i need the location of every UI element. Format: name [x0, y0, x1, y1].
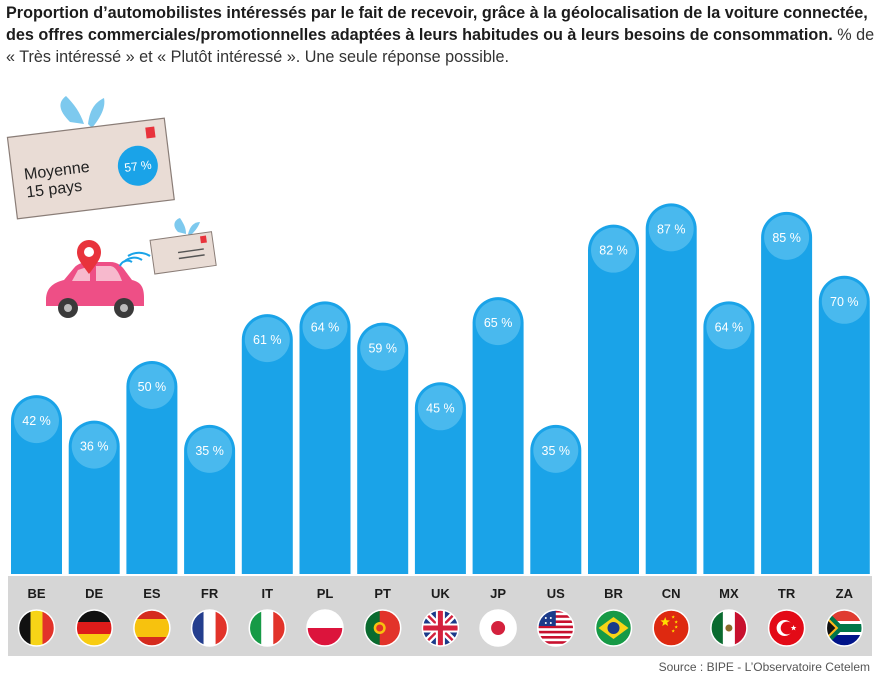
bar-label-BE: 42 % [22, 414, 51, 428]
bar-bubble-PT [360, 325, 406, 371]
bar-label-DE: 36 % [80, 440, 109, 454]
bar-bubble-IT [244, 317, 290, 363]
category-label-IT: IT [262, 586, 274, 601]
brazil-flag [594, 609, 633, 647]
bar-BR [588, 224, 639, 575]
bar-ZA [818, 275, 870, 574]
bar-IT [241, 314, 293, 574]
small-envelope [149, 218, 217, 275]
bar-label-UK: 45 % [426, 401, 455, 415]
bar-label-FR: 35 % [195, 444, 224, 458]
car-icon [46, 251, 151, 318]
italy-flag [248, 609, 287, 647]
bar-TR [761, 211, 813, 574]
category-label-PL: PL [317, 586, 334, 601]
chart-title: Proportion d’automobilistes intéressés p… [6, 2, 876, 68]
source-note: Source : BIPE - L’Observatoire Cetelem [658, 660, 870, 674]
bar-MX [703, 301, 755, 574]
bar-bubble-MX [706, 304, 752, 350]
south-africa-flag [825, 609, 864, 647]
bar-label-TR: 85 % [772, 231, 801, 245]
category-label-JP: JP [490, 586, 506, 601]
mexico-flag [710, 609, 748, 647]
category-label-US: US [547, 586, 565, 601]
average-envelope: Moyenne 15 pays 57 % [6, 96, 175, 220]
bar-label-ZA: 70 % [830, 295, 859, 309]
bar-ES [126, 361, 178, 574]
bar-label-IT: 61 % [253, 333, 282, 347]
portugal-flag [363, 609, 402, 647]
category-label-MX: MX [719, 586, 739, 601]
spain-flag [133, 609, 171, 647]
bar-bubble-US [533, 427, 579, 473]
germany-flag [75, 609, 113, 647]
wing-icon [60, 96, 105, 128]
bar-CN [645, 203, 697, 575]
category-label-BE: BE [27, 586, 45, 601]
title-subtitle: % de « Très intéressé » et « Plutôt inté… [6, 26, 875, 66]
bar-label-ES: 50 % [138, 380, 167, 394]
category-label-BR: BR [604, 586, 623, 601]
average-value: 57 % [123, 158, 152, 175]
bar-bubble-DE [71, 423, 117, 469]
category-label-DE: DE [85, 586, 103, 601]
bar-bubble-FR [187, 427, 233, 473]
bar-bubble-ZA [821, 278, 867, 324]
bar-label-PL: 64 % [311, 320, 340, 334]
bar-PT [357, 322, 409, 574]
category-label-TR: TR [778, 586, 796, 601]
title-bold: Proportion d’automobilistes intéressés p… [6, 4, 868, 44]
bar-bubble-BE [14, 398, 59, 444]
bar-bubble-JP [475, 300, 521, 346]
bar-label-BR: 82 % [599, 244, 628, 258]
france-flag [190, 609, 229, 647]
category-label-CN: CN [662, 586, 681, 601]
bar-UK [414, 382, 466, 574]
category-label-FR: FR [201, 586, 219, 601]
turkey-flag [767, 609, 806, 647]
bar-label-JP: 65 % [484, 316, 513, 330]
average-bubble [117, 145, 158, 186]
bar-label-MX: 64 % [715, 320, 744, 334]
poland-flag [306, 609, 344, 647]
category-label-UK: UK [431, 586, 450, 601]
belgium-flag [17, 609, 56, 647]
bar-bubble-TR [764, 214, 810, 260]
bar-label-PT: 59 % [368, 342, 397, 356]
china-flag [652, 609, 690, 647]
bar-label-CN: 87 % [657, 222, 686, 236]
flags-group [17, 609, 864, 647]
bar-bubble-CN [648, 206, 694, 252]
category-label-ES: ES [143, 586, 161, 601]
bar-label-US: 35 % [542, 444, 571, 458]
bar-bubble-BR [591, 227, 636, 273]
bar-BE [11, 395, 62, 574]
bars-group: 42 % 36 % 50 % 35 % 61 % 64 % 59 % 45 % 65 % 35 %… [11, 203, 870, 575]
category-label-PT: PT [374, 586, 391, 601]
location-pin-icon [77, 240, 101, 274]
bar-JP [472, 297, 524, 574]
uk-flag [421, 609, 460, 647]
average-label-line2: 15 pays [25, 178, 83, 202]
country-labels: BE DE ES FR IT PL PT UK JP US BR CN MX TR ZA [27, 586, 853, 601]
category-label-ZA: ZA [836, 586, 854, 601]
bar-bubble-PL [302, 304, 348, 350]
bar-bubble-UK [417, 385, 463, 431]
usa-flag [537, 609, 575, 647]
japan-flag [479, 609, 517, 647]
bar-bubble-ES [129, 364, 175, 409]
bar-PL [299, 301, 351, 574]
